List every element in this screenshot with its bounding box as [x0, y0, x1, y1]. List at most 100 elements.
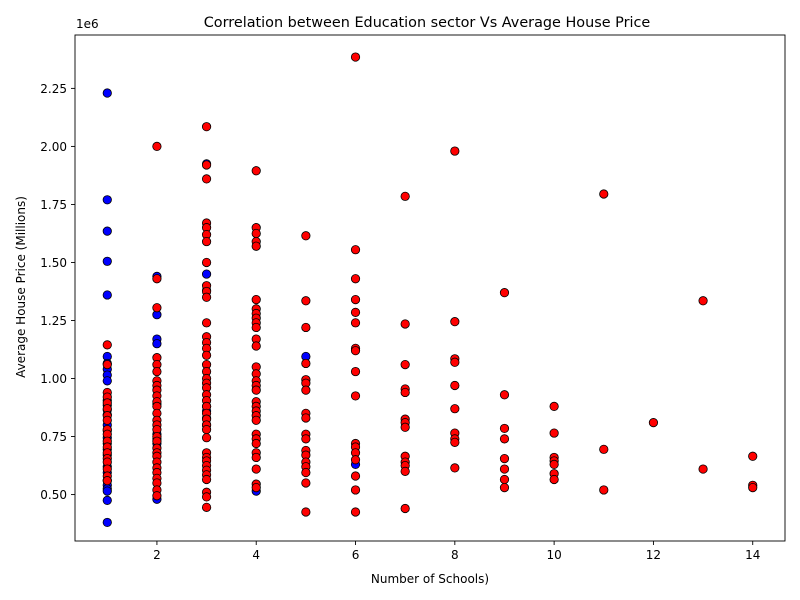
data-point: [301, 478, 311, 488]
data-point: [152, 274, 162, 284]
data-point: [301, 358, 311, 369]
data-point: [201, 474, 212, 485]
data-point: [102, 290, 112, 300]
data-point: [251, 452, 261, 463]
data-point: [152, 491, 162, 501]
data-point: [350, 507, 361, 517]
y-tick-label: 1.25: [40, 314, 67, 328]
data-point: [301, 467, 311, 478]
data-point: [251, 295, 261, 305]
data-point: [201, 502, 212, 512]
data-point: [648, 418, 659, 428]
data-point: [152, 366, 162, 377]
data-point: [102, 495, 112, 505]
data-point: [201, 350, 212, 360]
x-tick-label: 6: [352, 548, 360, 562]
data-point: [201, 424, 212, 435]
data-point: [251, 166, 261, 176]
data-point: [301, 296, 311, 306]
data-point: [102, 517, 112, 528]
data-point: [301, 413, 311, 423]
data-point: [251, 322, 261, 333]
data-point: [499, 434, 510, 444]
data-point: [251, 241, 261, 251]
y-tick-label: 1.00: [40, 372, 67, 386]
data-point: [201, 160, 212, 170]
plot-frame: [74, 34, 786, 542]
y-tick-label: 1.75: [40, 198, 67, 212]
data-point: [400, 422, 410, 432]
data-point: [549, 428, 559, 438]
data-point: [350, 366, 361, 377]
data-point: [301, 322, 311, 333]
data-point: [450, 404, 460, 414]
data-point: [400, 359, 410, 370]
x-tick-label: 12: [646, 548, 661, 562]
data-point: [350, 455, 361, 465]
data-point: [748, 451, 758, 461]
data-point: [350, 245, 361, 255]
axes: 2 4 6 8 10 12 14 0.50 0.75 1.00 1.25 1.50 1.75 2.00 2.…: [40, 34, 786, 562]
data-point: [400, 191, 410, 201]
data-point: [102, 476, 112, 486]
data-point: [350, 274, 361, 284]
data-point: [201, 174, 212, 184]
data-point: [400, 387, 410, 398]
data-point: [350, 307, 361, 317]
data-point: [698, 296, 708, 306]
data-point: [499, 390, 510, 400]
plot-area: [102, 52, 758, 528]
data-point: [400, 503, 410, 514]
data-point: [251, 341, 261, 351]
data-point: [350, 52, 361, 62]
data-point: [748, 483, 758, 493]
data-point: [400, 466, 410, 476]
data-point: [102, 359, 112, 370]
y-axis-label: Average House Price (Millions): [14, 196, 28, 378]
data-point: [251, 438, 261, 449]
data-point: [201, 492, 212, 502]
data-point: [251, 228, 261, 239]
data-point: [102, 486, 112, 496]
data-point: [499, 453, 510, 464]
data-point: [350, 391, 361, 401]
chart-title: Correlation between Education sector Vs …: [204, 15, 651, 31]
data-point: [102, 88, 112, 98]
data-point: [450, 380, 460, 391]
data-point: [201, 318, 212, 328]
data-point: [549, 459, 559, 469]
data-point: [549, 474, 559, 485]
data-point: [499, 483, 510, 493]
data-point: [201, 122, 212, 132]
x-tick-label: 14: [745, 548, 760, 562]
data-point: [499, 288, 510, 298]
x-tick-label: 2: [153, 548, 161, 562]
y-offset-label: 1e6: [76, 17, 99, 31]
data-point: [301, 507, 311, 517]
data-point: [350, 318, 361, 328]
data-point: [102, 226, 112, 236]
data-point: [450, 317, 460, 327]
data-point: [102, 415, 112, 425]
data-point: [499, 474, 510, 485]
y-tick-label: 1.50: [40, 256, 67, 270]
data-point: [201, 236, 212, 247]
data-point: [350, 471, 361, 481]
data-point: [450, 463, 460, 473]
y-tick-label: 0.50: [40, 488, 67, 502]
y-tick-label: 2.00: [40, 140, 67, 154]
data-point: [251, 385, 261, 395]
data-point: [599, 444, 609, 454]
data-point: [599, 189, 609, 199]
x-tick-label: 10: [546, 548, 561, 562]
y-tick-label: 0.75: [40, 430, 67, 444]
data-point: [152, 141, 162, 152]
data-point: [201, 257, 212, 268]
data-point: [301, 434, 311, 444]
data-point: [698, 464, 708, 474]
data-point: [102, 340, 112, 350]
data-point: [102, 256, 112, 266]
x-axis-label: Number of Schools): [371, 572, 489, 586]
data-point: [102, 195, 112, 205]
